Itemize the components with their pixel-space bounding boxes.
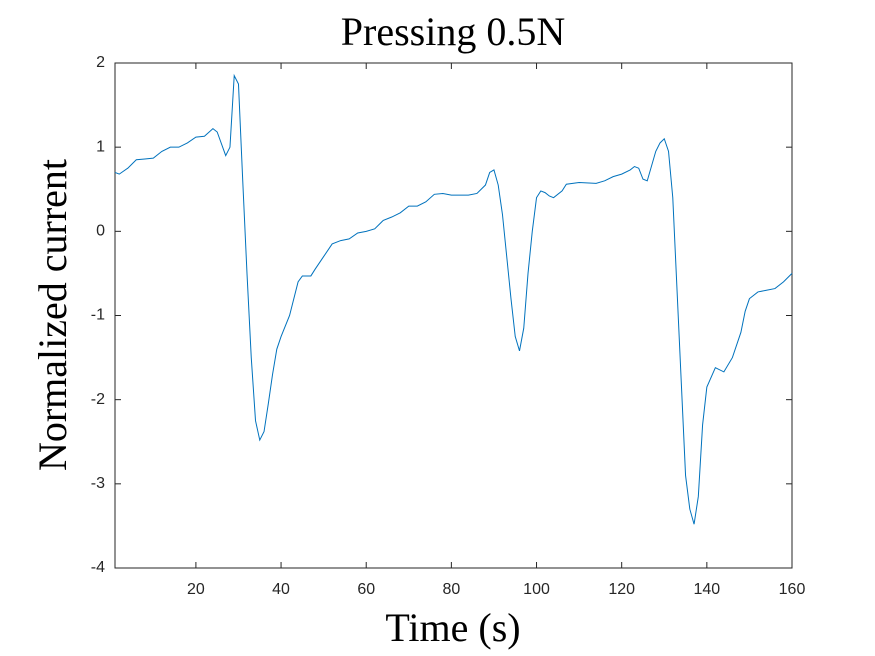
y-tick-label: -1 bbox=[91, 307, 105, 324]
y-tick-label: 1 bbox=[96, 138, 105, 155]
x-tick-label: 80 bbox=[442, 581, 460, 598]
data-line bbox=[114, 73, 793, 525]
y-tick-label: -2 bbox=[91, 391, 105, 408]
x-tick-label: 40 bbox=[272, 581, 290, 598]
y-tick-label: 0 bbox=[96, 223, 105, 240]
y-axis-label: Normalized current bbox=[30, 159, 75, 471]
x-tick-label: 120 bbox=[608, 581, 635, 598]
y-tick-label: -4 bbox=[91, 559, 105, 576]
x-tick-label: 60 bbox=[357, 581, 375, 598]
x-axis-label: Time (s) bbox=[385, 605, 520, 650]
x-tick-label: 140 bbox=[693, 581, 720, 598]
x-tick-label: 100 bbox=[523, 581, 550, 598]
plot-area bbox=[114, 62, 793, 569]
x-tick-label: 160 bbox=[779, 581, 806, 598]
y-tick-label: -3 bbox=[91, 475, 105, 492]
chart-title: Pressing 0.5N bbox=[341, 9, 565, 54]
y-tick-label: 2 bbox=[96, 54, 105, 71]
x-tick-label: 20 bbox=[187, 581, 205, 598]
